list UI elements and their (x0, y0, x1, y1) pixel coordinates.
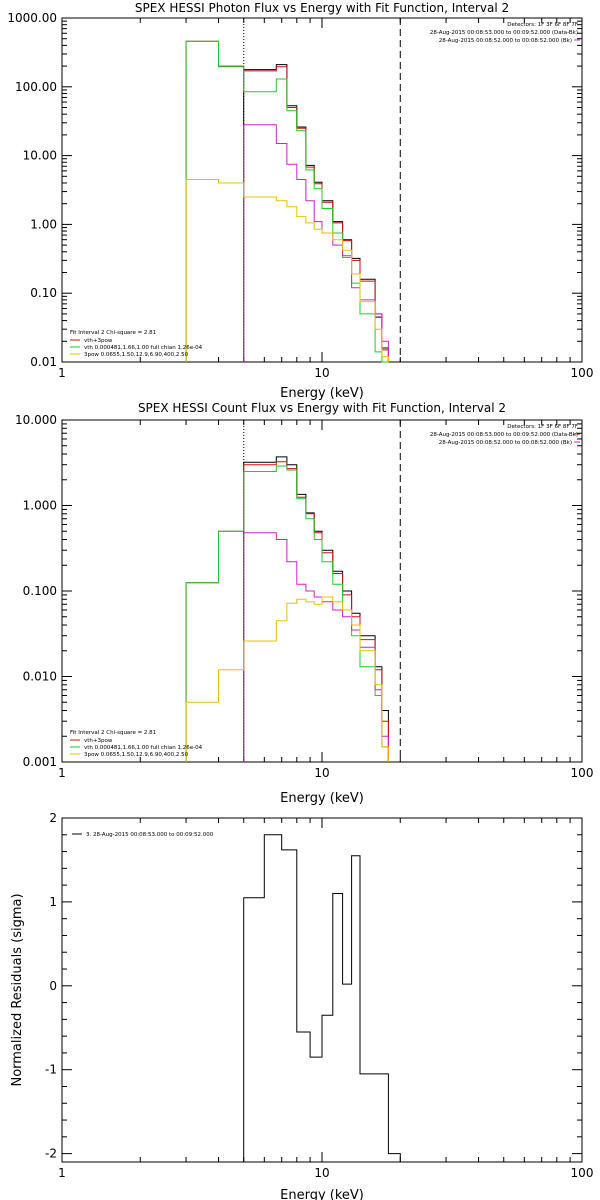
x-tick-label: 10 (314, 1166, 329, 1180)
count-flux-frame (61, 419, 583, 763)
residuals-legend-entry: 3. 28-Aug-2015 00:08:53.000 to 00:09:52.… (86, 832, 214, 838)
y-tick-label: 1 (49, 895, 57, 909)
count-fit-label: Fit Interval 2 Chi-square = 2.81 (70, 730, 156, 736)
residuals-legend: 3. 28-Aug-2015 00:08:53.000 to 00:09:52.… (72, 832, 214, 838)
residuals-xlabel: Energy (keV) (280, 1188, 364, 1200)
photon-flux-panel: SPEX HESSI Photon Flux vs Energy with Fi… (7, 1, 593, 401)
residuals-ylabel: Normalized Residuals (sigma) (10, 893, 25, 1086)
series-line-3 (243, 532, 389, 762)
series-line-0 (243, 64, 389, 362)
x-tick-label: 1 (58, 366, 66, 380)
x-tick-label: 10 (314, 366, 329, 380)
y-tick-label: 2 (49, 811, 57, 825)
series-line-4 (185, 179, 389, 362)
count-info-line-1: 28-Aug-2015 00:08:53.000 to 00:09:52.000… (430, 432, 578, 438)
y-tick-label: 1.000 (23, 499, 57, 513)
y-tick-label: 10.00 (23, 149, 57, 163)
count-legend: vth+3pow vth 0.000481,1.66,1.00 full chi… (70, 738, 203, 758)
x-tick-label: 100 (571, 366, 594, 380)
photon-fit-label: Fit Interval 2 Chi-square = 2.81 (70, 330, 156, 336)
y-tick-label: -2 (45, 1147, 57, 1161)
y-tick-label: 0.10 (30, 286, 57, 300)
photon-info-line-0: Detectors: 1F 3F 6F 8F 7F (507, 22, 578, 28)
series-line-2 (185, 465, 389, 762)
series-line-0 (243, 834, 401, 1162)
y-tick-label: 0 (49, 979, 57, 993)
count-flux-panel: SPEX HESSI Count Flux vs Energy with Fit… (15, 401, 593, 806)
photon-legend-entry: vth 0.000481,1.66,1.00 full chian 1.26e-… (84, 345, 203, 351)
x-tick-label: 100 (571, 766, 594, 780)
photon-legend-entry: 3pow 0.0655,1.50,12.9,6.90,400,2.50 (84, 352, 189, 358)
photon-legend: vth+3pow vth 0.000481,1.66,1.00 full chi… (70, 338, 203, 358)
residuals-frame (61, 817, 583, 1163)
y-tick-label: 10.000 (15, 413, 57, 427)
count-flux-title: SPEX HESSI Count Flux vs Energy with Fit… (138, 401, 506, 415)
y-tick-label: 100.00 (15, 80, 57, 94)
series-line-0 (243, 456, 389, 762)
photon-info-line-2: 28-Aug-2015 00:08:52.000 to 00:08:52.000… (439, 38, 572, 44)
series-line-3 (243, 124, 389, 362)
y-tick-label: 0.01 (30, 355, 57, 369)
photon-info-line-1: 28-Aug-2015 00:08:53.000 to 00:09:52.000… (430, 30, 578, 36)
photon-flux-title: SPEX HESSI Photon Flux vs Energy with Fi… (135, 1, 509, 15)
y-tick-label: 0.001 (23, 755, 57, 769)
x-tick-label: 1 (58, 1166, 66, 1180)
x-tick-label: 1 (58, 766, 66, 780)
x-tick-label: 10 (314, 766, 329, 780)
count-flux-xlabel: Energy (keV) (280, 791, 364, 806)
y-tick-label: 1000.00 (7, 11, 57, 25)
y-tick-label: 0.010 (23, 670, 57, 684)
count-info-line-2: 28-Aug-2015 00:08:52.000 to 00:08:52.000… (439, 440, 572, 446)
count-legend-entry: 3pow 0.0655,1.50,12.9,6.90,400,2.50 (84, 752, 189, 758)
photon-legend-entry: vth+3pow (84, 338, 113, 344)
series-line-4 (185, 596, 389, 762)
residuals-panel: 1 10 100 -2 -1 0 1 2 3. 28-Aug-2015 00:08:53.00… (10, 811, 593, 1200)
count-legend-entry: vth+3pow (84, 738, 113, 744)
count-info-line-0: Detectors: 1F 3F 6F 8F 7F (507, 424, 578, 430)
y-tick-label: 0.100 (23, 584, 57, 598)
x-tick-label: 100 (571, 1166, 594, 1180)
y-tick-label: 1.00 (30, 217, 57, 231)
count-legend-entry: vth 0.000481,1.66,1.00 full chian 1.26e-… (84, 745, 203, 751)
y-tick-label: -1 (45, 1063, 57, 1077)
photon-flux-xlabel: Energy (keV) (280, 386, 364, 401)
